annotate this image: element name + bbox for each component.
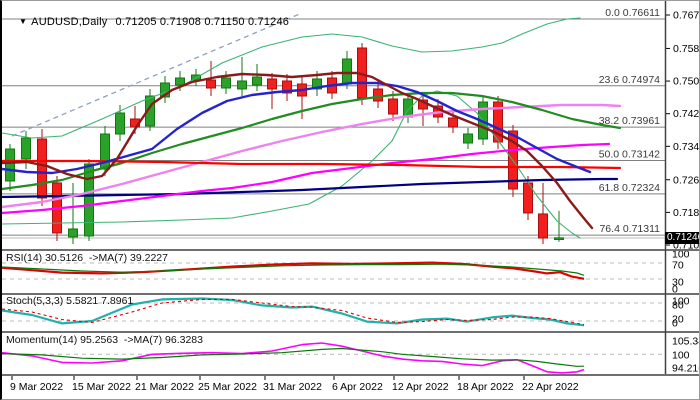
candle-body [312,78,322,90]
fib-level-label: 38.2 0.73961 [599,115,660,127]
candle-body [21,137,31,160]
trendline-dashed [11,12,303,137]
candle-body [373,88,383,102]
ma-maroon [2,71,594,230]
candle-body [237,80,247,90]
stoch-axis-label[interactable]: 0 [672,318,678,330]
momentum-axis-label[interactable]: 105.3412 [672,336,700,348]
candle-body [493,101,503,143]
time-tick-label[interactable]: 18 Apr 2022 [457,381,514,393]
price-tick-label[interactable]: 0.74290 [673,108,700,120]
rsi-axis-label[interactable]: 100 [672,249,690,261]
ma-green [2,91,622,191]
rsi-indicator-label: RSI(14) 30.5126 ->MA(7) 39.2227 [6,252,168,264]
panel-separator[interactable] [2,331,700,333]
candle-body [206,79,216,89]
sym-dropdown-icon[interactable]: ▼ [19,17,28,26]
time-tick-label[interactable]: 22 Apr 2022 [522,381,579,393]
ma-pink [2,103,622,209]
candle-body [100,133,110,170]
candle-body [342,58,352,85]
candle-body [282,80,292,94]
candle-body [37,138,47,199]
rsi-ma [2,263,585,276]
candle-body [554,237,564,240]
panel-separator[interactable] [2,293,700,295]
ohlc-values: 0.71205 0.71908 0.71150 0.71246 [115,16,290,28]
fib-level-label: 61.8 0.72324 [599,182,660,194]
panel-separator[interactable] [2,374,700,376]
chart-title-bar: ▼ AUDUSD,Daily 0.71205 0.71908 0.71150 0.7… [6,4,289,40]
stoch-signal [2,298,585,326]
rsi-line [2,261,585,280]
momentum-indicator-label: Momentum(14) 95.2563 ->MA(7) 96.3283 [6,334,203,346]
symbol-period-label: AUDUSD,Daily [31,16,108,28]
candle-body [388,98,398,115]
momentum-ma [2,347,585,367]
bollinger-lower [2,90,581,239]
price-tick-label[interactable]: 0.75090 [673,76,700,88]
candle-body [463,133,473,144]
fib-level-label: 50.0 0.73142 [599,149,660,161]
stoch-main [2,297,585,327]
ma-blue [2,81,592,175]
ma-navy [2,177,619,199]
candle-body [145,95,155,127]
rsi-axis-label[interactable]: 70 [672,260,684,272]
momentum-axis-label[interactable]: 100 [672,350,690,362]
rsi-axis-label[interactable]: 0 [672,284,678,296]
price-tick-label[interactable]: 0.72670 [673,174,700,186]
candle-body [175,77,185,86]
momentum-axis-label[interactable]: 94.2167 [672,363,700,375]
stoch-axis-label[interactable]: 100 [672,296,690,308]
fib-level-label: 0.0 0.76611 [605,7,660,19]
candle-body [5,148,15,182]
stoch-axis-label[interactable]: 20 [672,314,684,326]
bollinger-upper [2,17,581,139]
panel-separator[interactable] [2,249,700,251]
stoch-indicator-label: Stoch(5,3,3) 5.5821 7.8961 [6,295,134,307]
candle-body [448,117,458,128]
stoch-axis-label[interactable]: 80 [672,300,684,312]
candle-body [221,77,231,89]
price-tick-label[interactable]: 0.73490 [673,141,700,153]
candle-body [68,228,78,238]
rsi-axis-label[interactable]: 30 [672,277,684,289]
current-price-tag: 0.71246 [665,231,699,244]
candle-body [267,78,277,90]
time-tick-label[interactable]: 21 Mar 2022 [135,381,194,393]
fib-level-label: 23.6 0.74974 [599,74,660,86]
candle-body [252,76,262,86]
time-tick-label[interactable]: 6 Apr 2022 [332,381,383,393]
candle-body [160,82,170,98]
price-tick-label[interactable]: 0.76710 [673,10,700,22]
candle-body [538,213,548,239]
time-tick-label[interactable]: 12 Apr 2022 [392,381,449,393]
price-tick-label[interactable]: 0.75890 [673,43,700,55]
time-tick-label[interactable]: 15 Mar 2022 [72,381,131,393]
price-tick-label[interactable]: 0.71870 [673,207,700,219]
candle-body [84,163,94,237]
candle-body [115,112,125,135]
time-tick-label[interactable]: 9 Mar 2022 [10,381,63,393]
time-tick-label[interactable]: 31 Mar 2022 [263,381,322,393]
time-tick-label[interactable]: 25 Mar 2022 [198,381,257,393]
fib-level-label: 76.4 0.71311 [599,223,660,235]
